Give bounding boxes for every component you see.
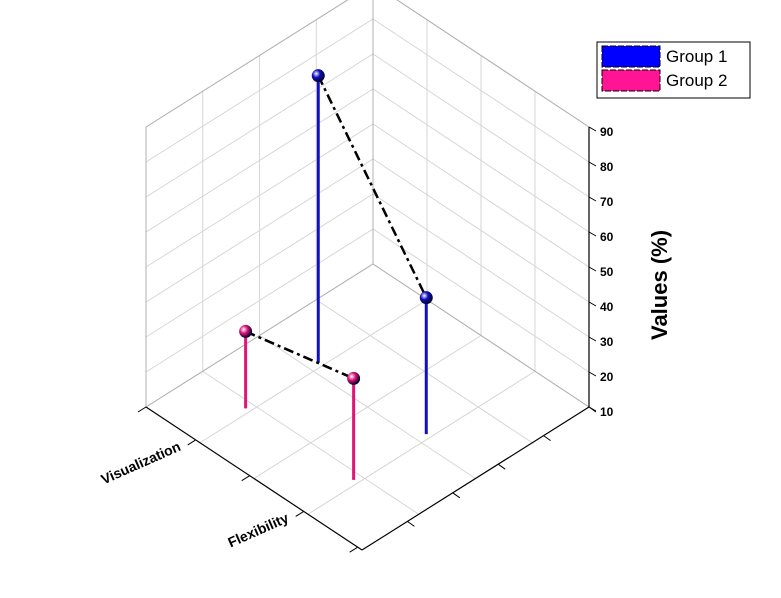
z-tick (588, 126, 597, 132)
z-tick (588, 231, 597, 237)
gridline-z (145, 193, 590, 338)
y-tick (588, 406, 597, 413)
z-tick-label: 90 (600, 125, 614, 139)
x-tick (187, 439, 196, 446)
y-tick (497, 463, 506, 470)
box-top-back-edge (145, 0, 590, 128)
x-axis-line (145, 406, 363, 551)
y-tick (543, 435, 551, 442)
data-point-group-2 (239, 324, 253, 338)
z-tick-label: 70 (600, 195, 614, 209)
gridline-floor-v (259, 335, 476, 479)
box-floor-back-edge (145, 263, 590, 408)
data-point-group-1 (419, 291, 433, 305)
y-tick (407, 520, 415, 527)
x-tick (295, 510, 304, 517)
category-label: Flexibility (225, 509, 291, 550)
z-tick-label: 30 (600, 335, 614, 349)
legend-swatch (601, 69, 661, 92)
gridline-floor-u (199, 299, 428, 444)
gridline-z (145, 158, 590, 303)
grid-layer (145, 0, 590, 515)
box-layer (145, 0, 590, 551)
y-axis-line (361, 406, 590, 551)
gridline-z (145, 263, 590, 408)
gridline-z (145, 18, 590, 163)
z-tick (588, 196, 597, 202)
z-tick-label: 40 (600, 300, 614, 314)
series-line-group-2 (245, 330, 355, 380)
z-tick-label: 60 (600, 230, 614, 244)
x-tick (241, 475, 250, 482)
category-label: Visualization (98, 438, 182, 487)
legend-swatch (601, 45, 661, 68)
ticks-layer: 10 20 30 40 50 60 70 80 90 Visualization Flexibili… (98, 125, 614, 553)
z-tick-label: 10 (600, 405, 614, 419)
z-tick (588, 266, 597, 272)
series-layer (239, 69, 433, 480)
series-line-group-1 (317, 75, 428, 299)
gridline-z (145, 88, 590, 233)
z-axis-title: Values (%) (647, 230, 672, 340)
x-tick (349, 546, 358, 553)
gridline-floor-v (315, 299, 533, 444)
gridline-z (145, 123, 590, 268)
z-tick-label: 20 (600, 370, 614, 384)
x-tick (137, 406, 147, 413)
z-tick (588, 301, 597, 307)
legend: Group 1 Group 2 (596, 41, 751, 99)
z-tick (588, 161, 597, 167)
z-tick-label: 50 (600, 265, 614, 279)
gridline-z (145, 0, 590, 128)
z-tick (588, 371, 597, 377)
legend-label: Group 1 (666, 47, 727, 66)
data-point-group-2 (347, 371, 361, 385)
z-tick-label: 80 (600, 160, 614, 174)
y-tick (452, 492, 461, 499)
data-point-group-1 (311, 69, 325, 83)
z-tick (588, 336, 597, 342)
legend-label: Group 2 (666, 71, 727, 90)
gridline-z (145, 228, 590, 373)
